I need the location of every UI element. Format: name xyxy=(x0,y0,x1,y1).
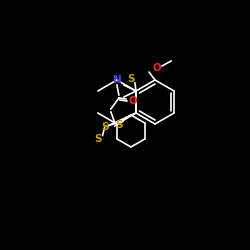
Text: N: N xyxy=(112,75,121,85)
Text: S: S xyxy=(101,122,108,132)
Text: O: O xyxy=(152,63,162,73)
Text: S: S xyxy=(127,74,135,84)
Text: O: O xyxy=(128,96,137,106)
Text: S: S xyxy=(115,120,122,130)
Text: S: S xyxy=(94,134,101,143)
